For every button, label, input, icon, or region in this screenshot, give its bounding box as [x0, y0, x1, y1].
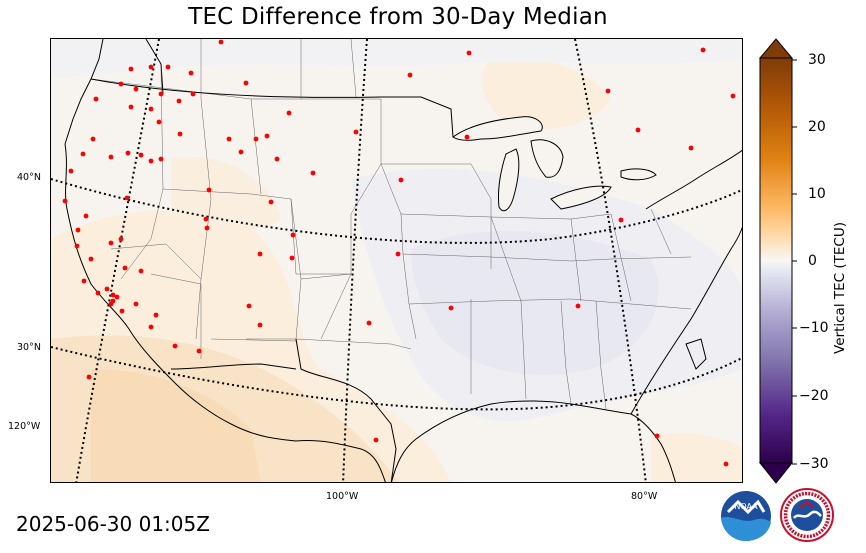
meridian-100w	[342, 39, 368, 482]
graticule	[51, 39, 742, 482]
colorbar-min-extend	[758, 462, 794, 484]
timestamp: 2025-06-30 01:05Z	[16, 512, 210, 536]
great-lakes	[452, 116, 657, 212]
noaa-logo-text: NOAA	[734, 502, 758, 511]
tec-map	[50, 38, 743, 483]
state-borders	[90, 68, 692, 410]
east-coast	[630, 226, 742, 415]
parallel-40n	[51, 178, 742, 244]
field-cool-canada	[51, 39, 742, 79]
puget-sound	[145, 39, 164, 95]
lake-michigan	[498, 148, 520, 212]
colorbar-tick-10: 10	[808, 186, 826, 202]
lake-ontario	[620, 168, 657, 181]
mexico-border-south	[295, 440, 386, 482]
meridian-120w	[75, 39, 160, 482]
chesapeake	[685, 338, 707, 370]
colorbar-ticks	[792, 59, 797, 465]
gulf-coast	[391, 400, 676, 482]
lat-label-30n: 30°N	[17, 342, 41, 353]
lake-huron	[530, 139, 564, 178]
field-cool-core	[411, 230, 659, 375]
field-warm-north	[482, 58, 611, 130]
noaa-logo: NOAA	[721, 491, 771, 541]
colorbar-tick-20: 20	[808, 119, 826, 135]
colorbar-tick-minus-20: −20	[799, 388, 829, 404]
lake-erie	[550, 185, 612, 210]
coastlines	[64, 39, 742, 482]
field-warm-core	[91, 369, 261, 482]
parallel-30n	[51, 346, 742, 411]
canada-provinces	[200, 39, 357, 99]
colorbar-tick-0: 0	[808, 253, 817, 269]
colorbar-tick-minus-30: −30	[799, 456, 829, 472]
map-canvas	[51, 39, 742, 482]
colorbar-tick-minus-10: −10	[799, 320, 829, 336]
field-warm-central	[171, 157, 281, 230]
new-england-coast	[645, 149, 742, 210]
west-coast	[64, 143, 297, 442]
lon-label-100w: 100°W	[326, 491, 359, 502]
colorbar-scale	[758, 38, 797, 484]
lake-superior	[452, 116, 543, 141]
lat-label-40n: 40°N	[17, 172, 41, 183]
pacific-northwest-coast	[64, 39, 104, 145]
gnss-stations	[62, 39, 736, 467]
national-borders	[90, 78, 454, 482]
colorbar: 30 20 10 0 −10 −20 −30 Vertical TEC (TEC…	[758, 38, 858, 484]
lon-label-80w: 80°W	[631, 491, 658, 502]
colorbar-label: Vertical TEC (TECU)	[832, 222, 848, 354]
colorbar-max-extend	[758, 38, 794, 59]
lon-label-120w: 120°W	[8, 421, 41, 432]
nws-logo	[780, 488, 834, 542]
colorbar-gradient	[759, 57, 793, 464]
map-title: TEC Difference from 30-Day Median	[188, 4, 608, 30]
colorbar-tick-30: 30	[808, 52, 826, 68]
field-warm-southeast	[651, 432, 742, 482]
meridian-80w	[574, 39, 647, 482]
